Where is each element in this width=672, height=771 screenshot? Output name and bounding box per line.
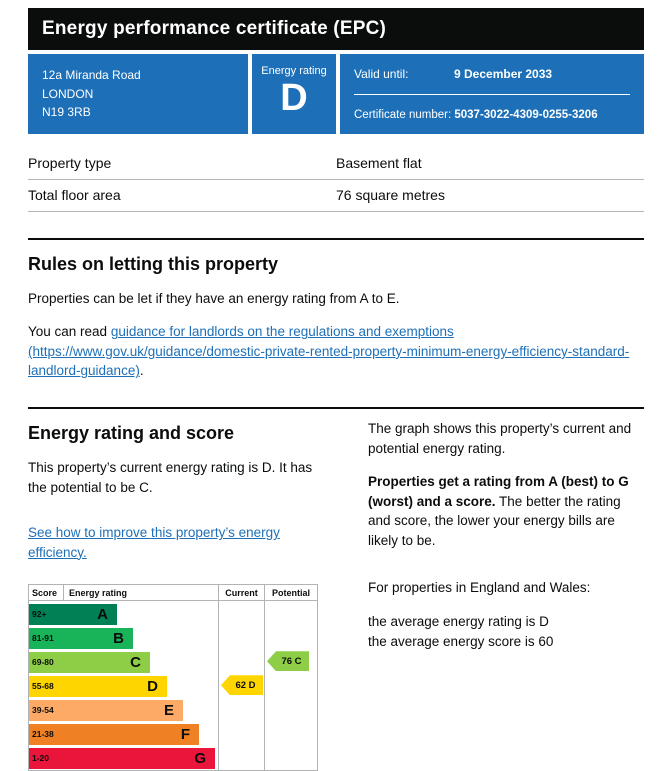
band-letter: A: [97, 605, 108, 623]
band-score-range: 21-38: [32, 729, 54, 740]
table-row: Total floor area 76 square metres: [28, 180, 644, 212]
current-tag-area: 62 D: [219, 601, 264, 769]
current-rating-marker: 62 D: [221, 675, 263, 696]
potential-rating-marker: 76 C: [267, 651, 309, 672]
band-score-range: 1-20: [32, 753, 50, 764]
epc-band-f: 21-38 F: [29, 723, 199, 745]
average-score-text: the average energy score is 60: [368, 633, 554, 649]
band-score-range: 92+: [32, 609, 47, 620]
improve-efficiency-link[interactable]: See how to improve this property’s energ…: [28, 525, 280, 560]
band-score-range: 39-54: [32, 705, 54, 716]
landlord-guidance-link[interactable]: guidance for landlords on the regulation…: [28, 324, 630, 379]
address-line-1: 12a Miranda Road: [42, 68, 141, 82]
epc-band-g: 1-20 G: [29, 747, 215, 769]
property-type-label: Property type: [28, 154, 112, 171]
ratings-explainer: Properties get a rating from A (best) to…: [368, 472, 644, 550]
guidance-suffix: .: [139, 363, 144, 379]
address-line-3: N19 3RB: [42, 105, 91, 120]
ratings-explainer-bold: Properties get a rating from A (best) to…: [368, 474, 629, 509]
band-score-range: 55-68: [32, 681, 54, 692]
banner-divider: [354, 94, 630, 95]
rating-right-column: The graph shows this property’s current …: [368, 409, 644, 771]
band-letter: E: [163, 701, 174, 719]
potential-tag-area: 76 C: [265, 601, 317, 769]
energy-rating-panel: Energy rating D: [252, 54, 336, 134]
band-letter: F: [180, 725, 190, 743]
epc-potential-column: Potential 76 C: [264, 585, 317, 771]
rating-score-section: Energy rating and score This property’s …: [28, 407, 644, 771]
rating-left-column: Energy rating and score This property’s …: [28, 409, 348, 771]
energy-rating-label: Energy rating: [261, 65, 327, 77]
property-address: 12a Miranda Road LONDON N19 3RB: [28, 54, 248, 134]
averages-text: the average energy rating is D the averag…: [368, 612, 644, 651]
rating-heading: Energy rating and score: [28, 423, 235, 444]
page-title: Energy performance certificate (EPC): [28, 8, 644, 50]
certificate-number: 5037-3022-4309-0255-3206: [454, 109, 598, 121]
current-rating-text: This property’s current energy rating is…: [28, 460, 313, 495]
epc-band-a: 92+ A: [29, 603, 117, 625]
table-row: Property type Basement flat: [28, 148, 644, 180]
summary-banner: 12a Miranda Road LONDON N19 3RB Energy r…: [28, 54, 644, 134]
valid-until-date: 9 December 2033: [454, 67, 553, 81]
energy-rating-value: D: [280, 77, 308, 119]
epc-band-row: 1-20 G: [29, 746, 218, 770]
validity-panel: Valid until: 9 December 2033 Certificate…: [340, 54, 644, 134]
epc-graph: Score Energy rating 92+ A 81-91 B 69-80 C 55-6…: [28, 584, 318, 771]
band-letter: B: [113, 629, 124, 647]
band-letter: G: [194, 749, 206, 767]
valid-until-label: Valid until:: [354, 67, 409, 81]
rules-heading: Rules on letting this property: [28, 253, 279, 274]
epc-current-column: Current 62 D: [218, 585, 264, 771]
epc-band-rows: 92+ A 81-91 B 69-80 C 55-68 D 39-54 E 21-38 F 1-20 G: [29, 601, 218, 770]
guidance-prefix: You can read: [28, 324, 111, 340]
address-line-2: LONDON: [42, 86, 94, 101]
current-column-header: Current: [219, 585, 264, 602]
potential-column-header: Potential: [265, 585, 317, 602]
rules-section: Rules on letting this property Propertie…: [28, 237, 644, 381]
england-wales-text: For properties in England and Wales:: [368, 580, 591, 596]
band-letter: D: [147, 677, 158, 695]
average-rating-text: the average energy rating is D: [368, 613, 549, 629]
epc-band-e: 39-54 E: [29, 699, 183, 721]
floor-area-value: 76 square metres: [336, 186, 445, 203]
floor-area-label: Total floor area: [28, 186, 121, 203]
property-type-value: Basement flat: [336, 154, 422, 171]
property-facts-table: Property type Basement flat Total floor …: [28, 148, 644, 212]
rules-paragraph: Properties can be let if they have an en…: [28, 290, 400, 306]
epc-band-row: 81-91 B: [29, 626, 218, 650]
score-column-header: Score: [29, 585, 64, 601]
epc-band-row: 92+ A: [29, 602, 218, 626]
rating-column-header: Energy rating: [69, 587, 128, 598]
band-score-range: 81-91: [32, 633, 54, 644]
epc-band-row: 55-68 D: [29, 674, 218, 698]
epc-band-row: 21-38 F: [29, 722, 218, 746]
epc-band-b: 81-91 B: [29, 627, 133, 649]
epc-band-c: 69-80 C: [29, 651, 150, 673]
graph-intro-text: The graph shows this property’s current …: [368, 421, 632, 456]
epc-band-row: 69-80 C: [29, 650, 218, 674]
epc-band-d: 55-68 D: [29, 675, 167, 697]
ratings-explainer-rest: The better the rating and score, the low…: [368, 493, 621, 548]
guidance-paragraph: You can read guidance for landlords on t…: [28, 322, 644, 381]
epc-band-row: 39-54 E: [29, 698, 218, 722]
epc-bands-column: Score Energy rating 92+ A 81-91 B 69-80 C 55-6…: [29, 585, 218, 770]
certificate-number-label: Certificate number:: [354, 109, 452, 121]
band-score-range: 69-80: [32, 657, 54, 668]
band-letter: C: [130, 653, 141, 671]
